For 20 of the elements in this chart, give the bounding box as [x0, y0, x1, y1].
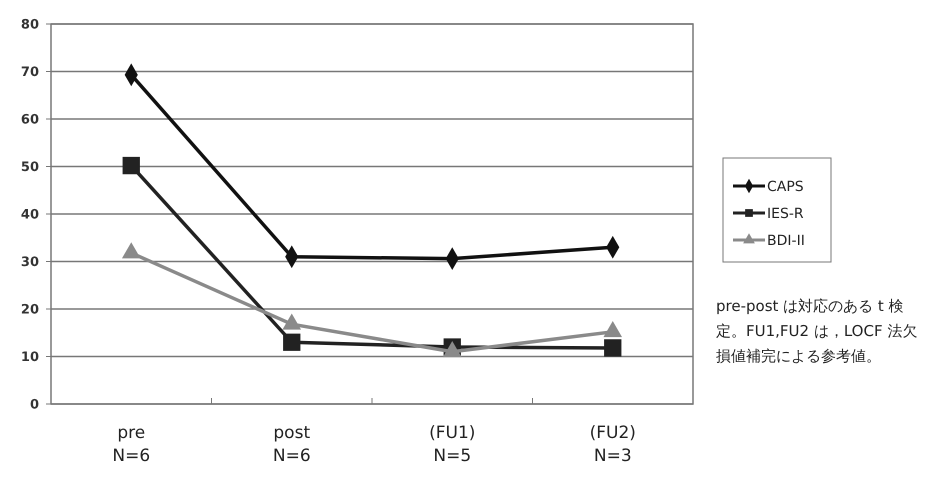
y-tick-label: 20 — [20, 302, 39, 318]
legend-label: BDI-II — [767, 232, 805, 249]
y-tick-label: 50 — [20, 160, 39, 176]
point — [122, 156, 140, 174]
point — [283, 334, 300, 351]
y-tick-label: 80 — [20, 18, 39, 33]
y-tick-label: 40 — [20, 208, 39, 223]
y-tick-label: 0 — [30, 398, 39, 413]
x-tick-label: pre N=6 — [112, 423, 150, 466]
legend-label: CAPS — [767, 178, 804, 195]
y-tick-label: 70 — [20, 65, 39, 80]
legend-label: IES-R — [767, 206, 804, 222]
x-tick-label: post N=6 — [272, 423, 311, 466]
text: pre-post は対応のある t 検定。FU1,FU2 は，LOCF 法欠損値補完による参考値。 — [716, 296, 918, 367]
y-tick-label: 30 — [20, 255, 39, 270]
x-tick-label: (FU2) N=3 — [590, 423, 636, 466]
point — [604, 339, 622, 357]
y-tick-label: 60 — [20, 112, 39, 128]
x-tick-label: (FU1) N=5 — [429, 423, 476, 466]
y-tick-label: 10 — [20, 350, 39, 366]
